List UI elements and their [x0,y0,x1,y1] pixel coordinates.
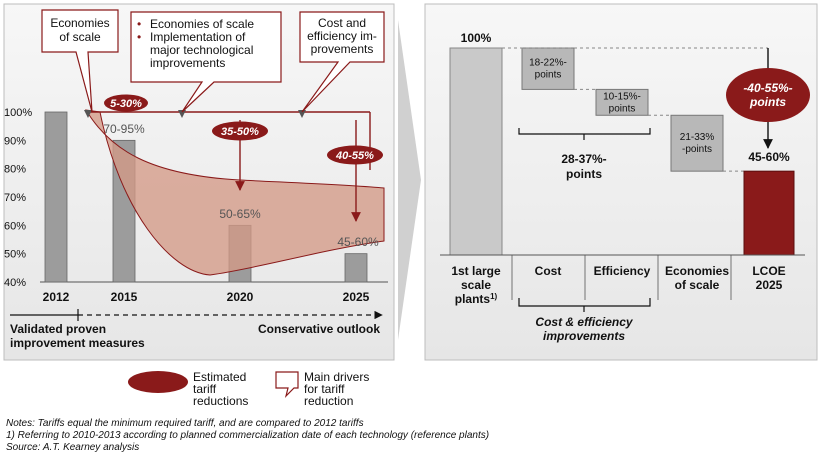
waterfall-end-bar [743,170,795,256]
reduction-badge-label: 35-50% [221,126,259,138]
total-badge-label: -40-55%- [743,81,792,95]
footer-right-label: Conservative outlook [258,322,380,336]
bullet-dot: • [137,30,141,44]
reduction-badge-label: 40-55% [335,150,374,162]
bullet-text: improvements [150,56,225,70]
x-tick-label: 2012 [43,290,70,304]
callout-technology [130,11,282,113]
waterfall-step [595,88,649,116]
step-label: 18-22%- [529,58,567,69]
improvements-label: improvements [543,329,625,343]
callout-text: Cost and [318,16,366,30]
footnotes: Notes: Tariffs equal the minimum require… [6,418,821,454]
group-label: points [566,167,602,181]
category-label: of scale [675,278,720,292]
total-badge [726,68,810,122]
y-tick-label: 80% [4,164,26,176]
reduction-badge [327,145,383,165]
x-tick-label: 2015 [111,290,138,304]
category-label: Economies [665,264,729,278]
reduction-badge-label: 5-30% [110,98,142,110]
bullet-text: Economies of scale [150,17,254,31]
source-note: Source: A.T. Kearney analysis [6,442,140,453]
start-value-label: 100% [461,31,492,45]
total-badge-label: points [749,95,786,109]
callout-text: efficiency im- [307,29,377,43]
x-tick-label: 2020 [227,290,254,304]
step-label: points [535,70,562,81]
step-label: -points [682,144,712,155]
category-label: scale [461,278,491,292]
bar [344,253,368,283]
y-tick-label: 50% [4,249,26,261]
waterfall-step [670,114,724,172]
bar [44,111,68,283]
improvements-label: Cost & efficiency [535,315,633,329]
callout-economies [41,9,119,113]
category-label: 2025 [756,278,783,292]
notes-line: Notes: Tariffs equal the minimum require… [6,418,364,429]
range-label: 45-60% [337,235,379,249]
driver-marker [298,110,306,118]
footnote-ref: 1) [490,292,497,301]
group-bracket [518,128,651,140]
category-label: Efficiency [594,264,651,278]
waterfall-step [521,47,575,90]
step-label: 21-33% [680,132,715,143]
end-value-label: 45-60% [748,150,790,164]
transition-arrow [398,20,421,340]
step-label: points [609,103,636,114]
bullet-text: major technological [150,43,253,57]
bullet-text: Implementation of [150,30,246,44]
callout-text: of scale [59,30,101,44]
range-label: 50-65% [219,207,261,221]
reference-note: 1) Referring to 2010-2013 according to p… [6,430,490,441]
category-label: 1st large [451,264,501,278]
y-tick-label: 90% [4,135,26,147]
y-tick-label: 60% [4,220,26,232]
footer-left-label: Validated proven [10,322,106,336]
step-label: 10-15%- [603,91,641,102]
legend-callout-swatch [275,371,299,398]
reduction-band [85,109,385,276]
callout-text: Economies [50,16,109,30]
category-label: LCOE [752,264,785,278]
legend-badge-text: Estimated [193,370,246,384]
y-tick-label: 100% [4,107,32,119]
y-tick-label: 70% [4,192,26,204]
legend-badge-swatch [128,371,188,393]
category-label: plants1) [455,292,498,306]
y-tick-label: 40% [4,277,26,289]
driver-marker [178,110,186,118]
reduction-badge [212,121,268,141]
driver-marker [84,110,92,118]
bullet-dot: • [137,17,141,31]
legend-badge-text: reductions [193,394,248,408]
category-label: Cost [535,264,562,278]
footer-left-label: improvement measures [10,336,145,350]
x-tick-label: 2025 [343,290,370,304]
legend-badge-text: tariff [193,382,217,396]
callout-cost [299,11,385,113]
reduction-badge [104,94,148,112]
improvements-bracket [518,298,651,312]
legend-callout-text: reduction [304,394,353,408]
legend-callout-text: for tariff [304,382,345,396]
waterfall-start-bar [449,47,503,256]
callout-text: provements [311,42,374,56]
range-label: 70-95% [103,122,145,136]
group-label: 28-37%- [561,152,606,166]
legend-callout-text: Main drivers [304,370,369,384]
